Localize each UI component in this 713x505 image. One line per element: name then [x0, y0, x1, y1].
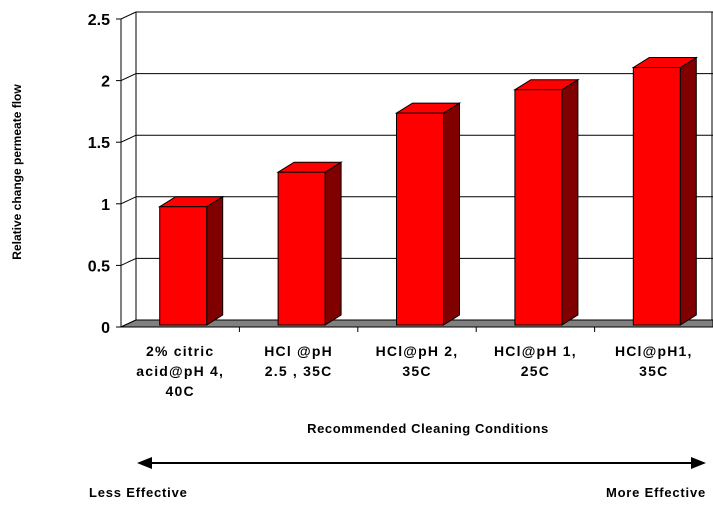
x-category-label-line: 35C [402, 363, 431, 379]
x-category-label-line: 35C [639, 363, 668, 379]
bar-front [632, 67, 681, 326]
x-category-label: HCl @pH 2.5 , 35C [264, 343, 333, 379]
x-category-label-line: HCl@pH 2, [376, 343, 459, 359]
y-tick-label: 0.5 [88, 258, 110, 275]
axes [116, 18, 713, 332]
bar-front [514, 89, 563, 326]
bar [631, 56, 699, 326]
y-tick-label: 2.5 [88, 12, 110, 29]
bar-front [396, 112, 444, 326]
x-category-label-line: 40C [166, 383, 195, 399]
x-category-label-line: 2.5 , 35C [265, 363, 333, 379]
bar-front [277, 171, 326, 326]
bar [513, 78, 580, 326]
more-effective-label: More Effective [606, 485, 706, 500]
less-effective-label: Less Effective [89, 485, 188, 500]
gridline-depth [120, 196, 137, 205]
gridline-depth [120, 257, 137, 266]
x-category-label-line: 25C [521, 363, 550, 379]
y-tick-label: 1 [101, 197, 110, 214]
bar-front [159, 206, 208, 326]
y-axis-title: Relative change permeate flow [10, 84, 24, 260]
x-category-label-line: 2% citric [146, 343, 214, 359]
x-axis-title: Recommended Cleaning Conditions [307, 421, 549, 436]
bar-side [679, 56, 697, 326]
gridline-depth [120, 73, 137, 82]
y-tick-label: 1.5 [88, 135, 110, 152]
gridline-depth [120, 134, 137, 143]
x-category-label: HCl@pH 1, 25C [494, 343, 577, 379]
y-tick-label: 2 [101, 74, 110, 91]
bar-side [206, 195, 224, 326]
x-category-label-line: acid@pH 4, [136, 363, 224, 379]
bar-side [561, 78, 579, 326]
x-category-label-line: HCl@pH1, [615, 343, 693, 359]
y-tick-labels: 0 0.5 1 1.5 2 2.5 [88, 12, 110, 337]
gridline-depth [120, 11, 137, 20]
bar-side [443, 102, 460, 326]
x-category-label-line: HCl@pH 1, [494, 343, 577, 359]
x-category-label: 2% citric acid@pH 4, 40C [136, 343, 224, 399]
bar [157, 195, 225, 326]
x-category-label: HCl@pH 2, 35C [376, 343, 459, 379]
bar [394, 102, 462, 326]
effectiveness-arrow [137, 457, 706, 469]
y-tick-label: 0 [101, 320, 110, 337]
x-category-label-line: HCl @pH [264, 343, 333, 359]
x-category-label: HCl@pH1, 35C [615, 343, 693, 379]
bar [276, 161, 343, 326]
bars [157, 56, 699, 326]
bar-side [324, 161, 342, 326]
